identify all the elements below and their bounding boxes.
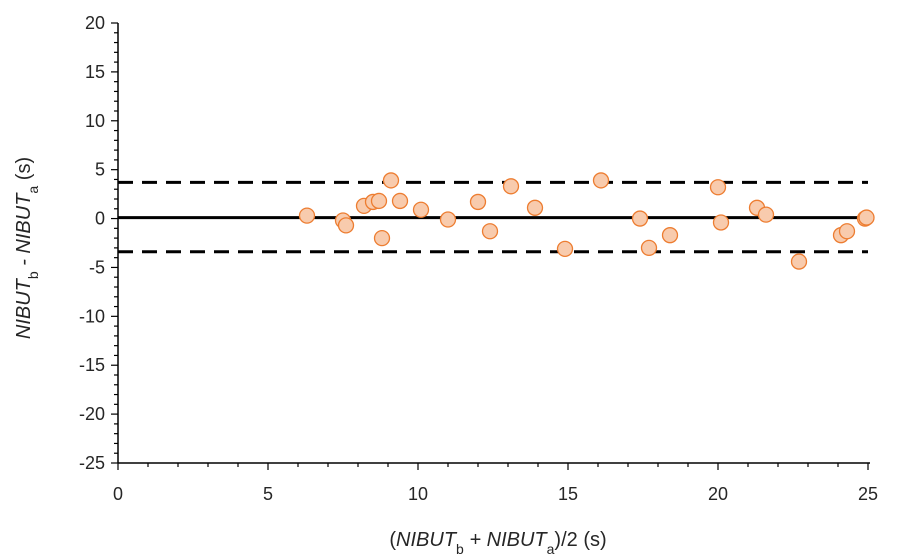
axis-title-part: ( [389, 529, 396, 551]
data-point [469, 193, 487, 211]
y-tick-label: -15 [79, 355, 105, 375]
x-tick-label: 20 [708, 484, 728, 504]
y-tick-label: -5 [89, 257, 105, 277]
data-point [592, 172, 610, 189]
data-point [838, 223, 856, 240]
axis-title-part: NIBUT [13, 277, 35, 339]
x-tick-label: 25 [858, 484, 878, 504]
data-point [858, 209, 875, 226]
data-point [640, 239, 658, 257]
y-axis-title: NIBUTb - NIBUTa (s) [13, 157, 41, 339]
axis-title-part: + [464, 529, 487, 551]
data-point [391, 192, 409, 210]
data-point [757, 206, 775, 223]
data-point [373, 229, 391, 247]
axis-title-part: (s) [13, 157, 35, 186]
y-tick-label: 20 [85, 13, 105, 33]
axis-title-part: b [456, 541, 464, 555]
y-tick-label: 15 [85, 62, 105, 82]
y-tick-label: 10 [85, 111, 105, 131]
data-point [526, 199, 544, 216]
data-point [790, 253, 808, 270]
data-point [412, 201, 430, 218]
data-point [709, 179, 727, 196]
axes [111, 22, 870, 470]
axis-title-part: )/2 (s) [554, 529, 606, 551]
data-point [370, 192, 388, 210]
data-point [502, 178, 520, 195]
x-tick-label: 0 [113, 484, 123, 504]
x-axis-title: (NIBUTb + NIBUTa)/2 (s) [389, 529, 606, 555]
data-point [382, 172, 400, 189]
axis-title-part: NIBUT [13, 192, 35, 254]
axis-title-part: NIBUT [487, 529, 549, 551]
y-tick-label: -10 [79, 306, 105, 326]
x-tick-label: 10 [408, 484, 428, 504]
axis-title-part: a [547, 541, 555, 555]
x-tick-label: 15 [558, 484, 578, 504]
data-point [481, 223, 499, 240]
data-points [298, 172, 875, 270]
data-point [439, 211, 457, 228]
data-point [661, 227, 679, 244]
data-point [337, 217, 355, 234]
data-point [631, 210, 649, 227]
axis-title-part: a [25, 186, 41, 194]
reference-lines [118, 180, 868, 254]
y-tick-label: -20 [79, 404, 105, 424]
data-point [712, 214, 730, 231]
axis-title-part: NIBUT [396, 529, 458, 551]
y-tick-label: 0 [95, 209, 105, 229]
y-tick-label: -25 [79, 453, 105, 473]
data-point [298, 207, 316, 224]
axis-title-part: - [13, 254, 35, 272]
x-tick-label: 5 [263, 484, 273, 504]
data-point [556, 240, 574, 258]
y-tick-label: 5 [95, 160, 105, 180]
tick-labels: 20 15 10 5 0 -5 -10 -15 -20 -25 0 5 10 15 20 25 [79, 13, 878, 504]
axis-title-part: b [25, 271, 41, 279]
